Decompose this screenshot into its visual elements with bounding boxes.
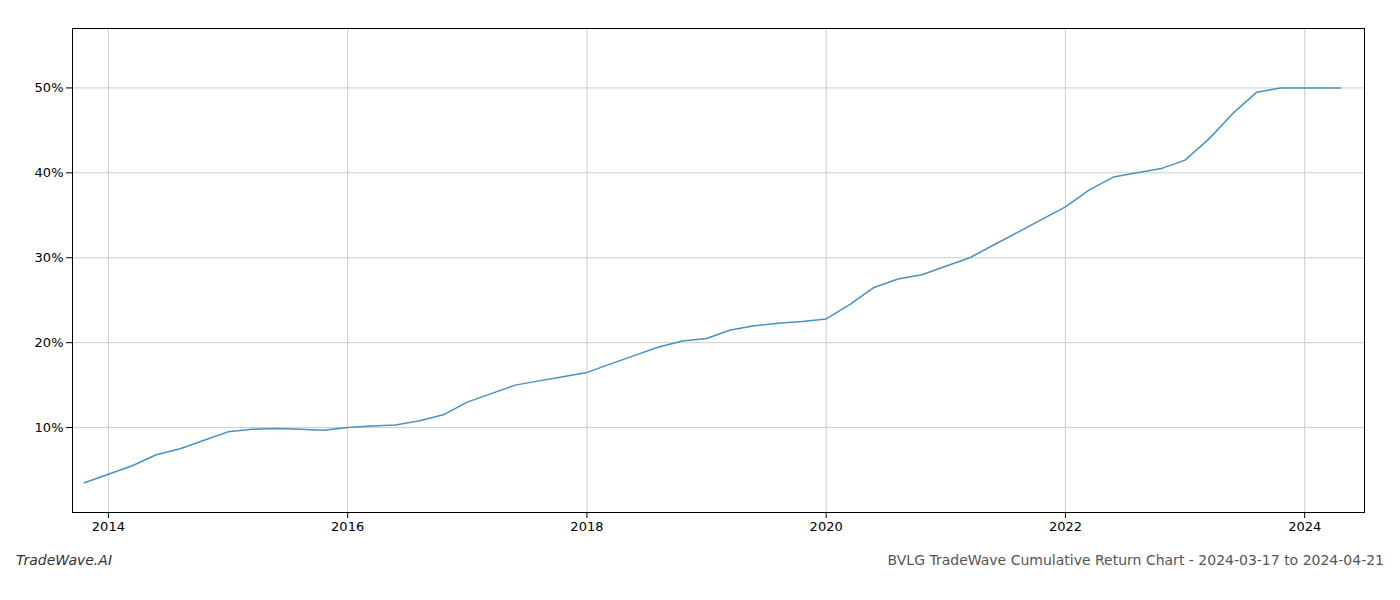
svg-text:2022: 2022 <box>1049 519 1082 534</box>
svg-text:40%: 40% <box>35 165 64 180</box>
svg-text:2016: 2016 <box>331 519 364 534</box>
svg-text:2018: 2018 <box>570 519 603 534</box>
svg-text:50%: 50% <box>35 80 64 95</box>
html-text:TradeWave.AI: TradeWave.AI <box>16 552 112 568</box>
svg-text:2020: 2020 <box>810 519 843 534</box>
svg-text:20%: 20% <box>35 335 64 350</box>
svg-text:2024: 2024 <box>1288 519 1321 534</box>
html-text:BVLG TradeWave Cumulative Retu: BVLG TradeWave Cumulative Return Chart -… <box>887 552 1384 568</box>
svg-text:10%: 10% <box>35 420 64 435</box>
svg-text:30%: 30% <box>35 250 64 265</box>
svg-text:2014: 2014 <box>92 519 125 534</box>
